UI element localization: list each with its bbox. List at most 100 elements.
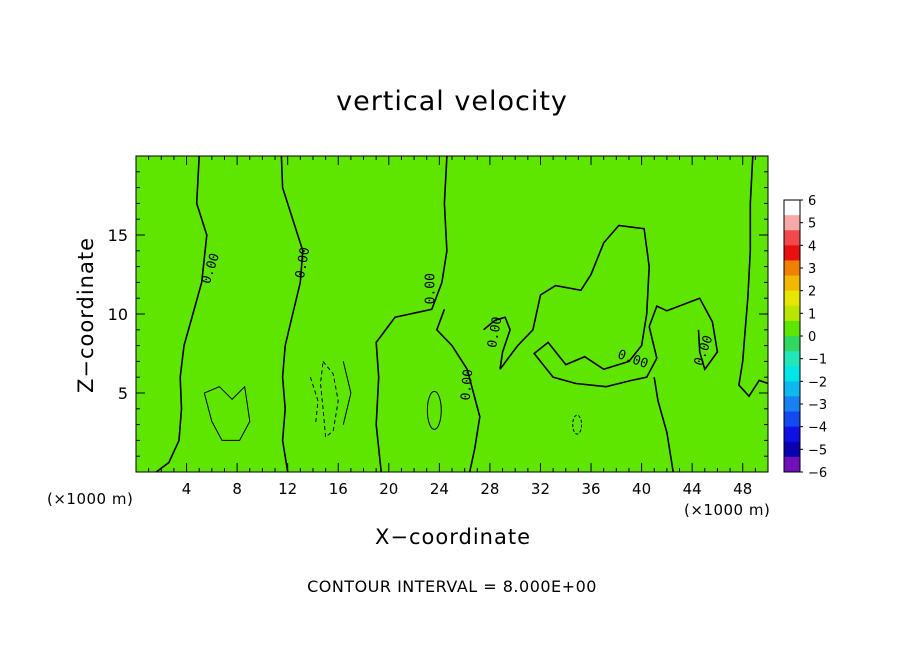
updraft-region	[383, 326, 480, 472]
downdraft-region-level	[136, 377, 154, 425]
updraft-region-level	[197, 347, 267, 452]
updraft-region-level	[652, 418, 682, 457]
downdraft-region-level	[691, 354, 701, 369]
colorbar-swatch	[784, 215, 800, 231]
inner-contour	[309, 377, 319, 425]
updraft-region-level	[191, 338, 273, 460]
updraft-core-level	[207, 364, 257, 441]
downdraft-region-level	[136, 369, 158, 433]
colorbar-tick-label: −1	[808, 353, 827, 368]
updraft-core	[207, 364, 257, 441]
x-tick-label: 16	[329, 480, 348, 498]
x-tick-label: 4	[182, 480, 192, 498]
updraft-core-level	[415, 377, 456, 441]
updraft-core-level	[618, 398, 638, 441]
updraft-region-level	[482, 389, 528, 460]
downdraft-region-level	[569, 410, 588, 440]
updraft-core	[618, 398, 638, 441]
updraft-region-level	[596, 362, 657, 471]
contour-label: 0.00	[485, 316, 505, 349]
contour-label: 0.00	[423, 273, 438, 304]
plot-frame	[135, 155, 769, 473]
colorbar-swatch	[784, 260, 800, 277]
colorbar-swatch	[784, 290, 800, 307]
x-tick-label: 44	[683, 480, 702, 498]
updraft-region-level	[486, 396, 524, 453]
colorbar-swatch	[784, 275, 800, 292]
downdraft-region-level	[285, 347, 366, 464]
weak-updraft-region	[453, 171, 489, 330]
zero-contour-line	[483, 316, 511, 370]
downdraft-region-level	[280, 339, 372, 472]
updraft-region-level	[226, 390, 238, 408]
downdraft-region	[697, 383, 763, 472]
updraft-region-level	[465, 326, 475, 346]
updraft-region-level	[536, 363, 557, 376]
downdraft-region-level	[715, 408, 745, 447]
zero-contour-line	[435, 309, 481, 472]
colorbar-tick-label: 5	[808, 217, 816, 232]
x-unit-label-right: (×1000 m)	[684, 501, 771, 519]
x-tick-label: 28	[480, 480, 499, 498]
updraft-region	[185, 330, 279, 469]
updraft-region-level	[656, 423, 678, 452]
weak-downdraft-region	[275, 203, 377, 346]
updraft-region	[596, 362, 657, 471]
weak-updraft-region-level	[206, 211, 255, 307]
x-tick-label: 24	[430, 480, 449, 498]
colorbar-swatch	[784, 441, 800, 458]
downdraft-region	[277, 356, 303, 446]
downdraft-region-level	[302, 372, 349, 439]
updraft-region-level	[726, 337, 739, 370]
updraft-region-level	[495, 410, 515, 439]
updraft-region	[259, 405, 281, 444]
inner-contour	[426, 390, 442, 430]
zero-contours	[155, 156, 768, 472]
colorbar-swatch	[784, 305, 800, 322]
downdraft-region-level	[557, 390, 600, 459]
downdraft-region-level	[563, 400, 594, 449]
updraft-region-level	[607, 382, 646, 451]
contour-label: 0.00	[459, 369, 477, 402]
updraft-region-level	[203, 356, 261, 443]
x-tick-label: 20	[379, 480, 398, 498]
updraft-region-level	[220, 382, 244, 417]
inner-contour	[203, 385, 251, 441]
updraft-region	[482, 389, 528, 460]
updraft-region	[723, 329, 742, 378]
x-tick-label: 12	[278, 480, 297, 498]
downdraft-region-level	[136, 353, 164, 449]
colorbar-swatch	[784, 426, 800, 443]
updraft-region-level	[729, 345, 736, 362]
contour-interval-note: CONTOUR INTERVAL = 8.000E+00	[307, 577, 597, 596]
contour-label: 0.00	[692, 333, 717, 368]
heatmap-field	[136, 163, 768, 472]
downdraft-region-level	[174, 423, 194, 457]
zero-contour-line	[155, 156, 208, 472]
updraft-region-level	[723, 329, 742, 378]
downdraft-region-level	[689, 350, 703, 372]
downdraft-region-level	[285, 386, 295, 416]
downdraft-region-level	[701, 389, 759, 466]
background-field	[136, 156, 768, 472]
downdraft-region-level	[711, 402, 749, 454]
updraft-region-level	[458, 312, 482, 360]
colorbar-swatch	[784, 411, 800, 428]
colorbar-tick-label: 2	[808, 285, 816, 300]
y-axis-label: Z−coordinate	[74, 237, 98, 393]
updraft-region-level	[259, 405, 281, 444]
updraft-region-level	[659, 427, 675, 447]
colorbar-swatch	[784, 320, 800, 337]
colorbar-tick-label: 6	[808, 194, 816, 209]
contour-label: 0.00	[293, 246, 313, 279]
downdraft-region-level	[693, 357, 699, 365]
downdraft-region-level	[575, 419, 582, 430]
colorbar-frame	[783, 199, 801, 473]
inner-contour	[572, 414, 583, 435]
x-unit-label-left: (×1000 m)	[47, 490, 134, 508]
y-tick-label: 15	[108, 226, 128, 245]
updraft-region-level	[526, 357, 568, 381]
zero-contour-line	[738, 156, 768, 398]
updraft-region-level	[491, 403, 519, 446]
updraft-region-level	[462, 321, 477, 351]
